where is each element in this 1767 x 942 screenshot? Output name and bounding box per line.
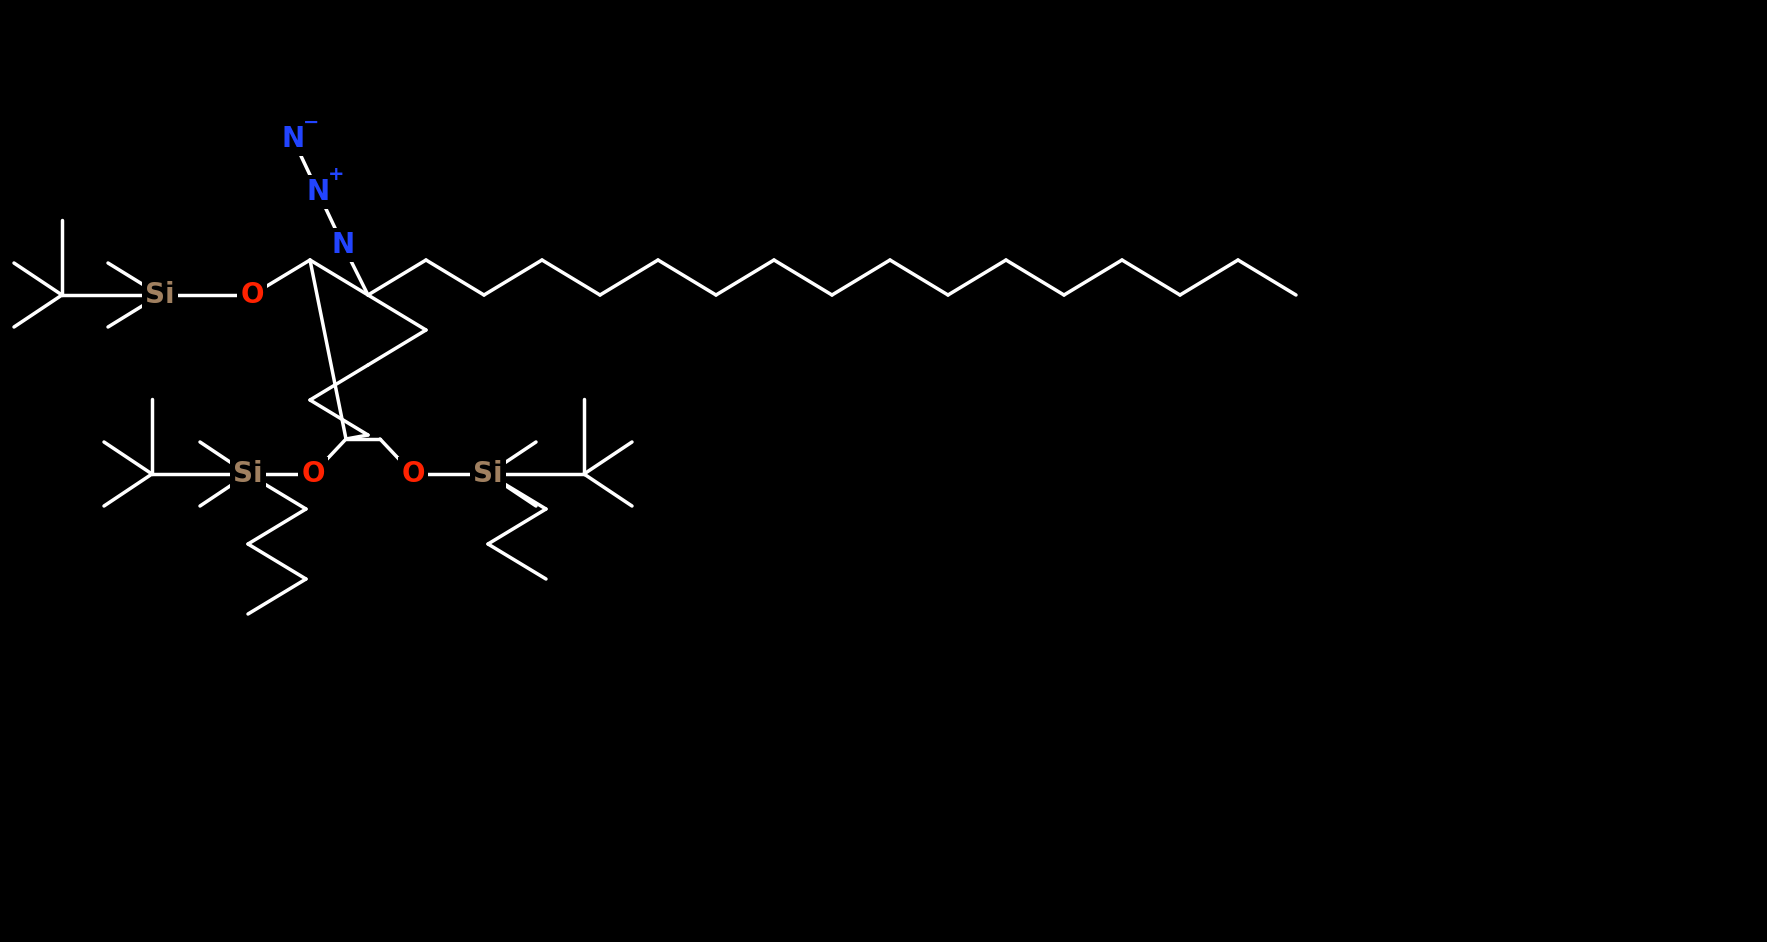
Text: N: N: [332, 231, 355, 259]
Text: −: −: [302, 112, 320, 132]
Text: +: +: [329, 166, 345, 185]
Text: Si: Si: [145, 281, 175, 309]
Text: O: O: [240, 281, 263, 309]
Text: N: N: [306, 178, 330, 206]
Text: O: O: [401, 460, 424, 488]
Text: N: N: [281, 125, 304, 153]
Text: Si: Si: [233, 460, 263, 488]
Text: O: O: [300, 460, 325, 488]
Text: Si: Si: [474, 460, 504, 488]
